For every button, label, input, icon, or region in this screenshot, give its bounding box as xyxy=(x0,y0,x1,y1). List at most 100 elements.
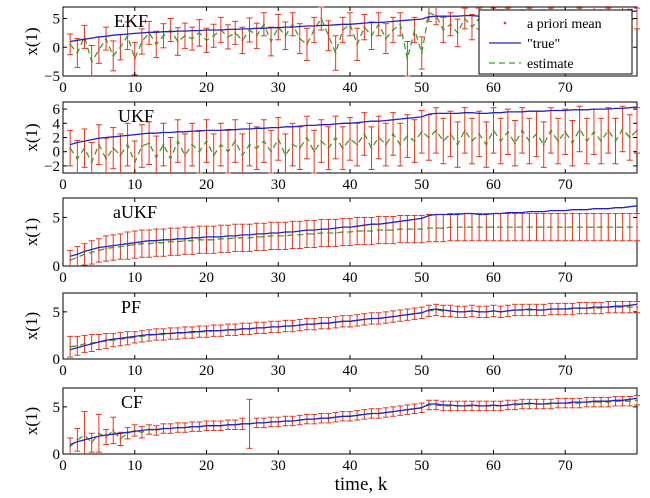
a-priori-mean-point xyxy=(241,39,244,42)
x-tick-label: 20 xyxy=(199,458,214,474)
panel-title: PF xyxy=(121,297,141,317)
y-tick-label: 2 xyxy=(53,131,61,147)
x-tick-label: 30 xyxy=(271,80,286,96)
x-tick-label: 30 xyxy=(271,177,286,193)
a-priori-mean-point xyxy=(449,133,452,135)
a-priori-mean-point xyxy=(356,143,359,146)
x-tick-label: 20 xyxy=(199,363,214,379)
x-tick-label: 10 xyxy=(127,458,142,474)
x-tick-label: 0 xyxy=(59,270,67,286)
a-priori-mean-point xyxy=(284,234,287,237)
a-priori-mean-point xyxy=(564,226,567,229)
y-tick-label: −2 xyxy=(44,159,60,175)
a-priori-mean-point xyxy=(384,143,387,146)
x-tick-label: 60 xyxy=(486,458,501,474)
a-priori-mean-point xyxy=(105,436,107,438)
a-priori-mean-point xyxy=(514,226,516,229)
a-priori-mean-point xyxy=(76,344,79,347)
x-tick-label: 20 xyxy=(199,80,214,96)
a-priori-mean-point xyxy=(284,154,287,157)
a-priori-mean-point xyxy=(435,227,437,230)
a-priori-mean-point xyxy=(205,238,208,241)
y-tick-label: 0 xyxy=(53,447,61,463)
x-tick-label: 0 xyxy=(59,80,67,96)
y-tick-label: 5 xyxy=(53,400,61,416)
a-priori-mean-point xyxy=(298,147,301,150)
legend-label: estimate xyxy=(527,57,574,72)
y-axis-label: x(1) xyxy=(22,123,41,151)
a-priori-mean-point xyxy=(119,154,122,157)
y-axis-label: x(1) xyxy=(22,312,41,340)
y-tick-label: −5 xyxy=(44,69,60,85)
x-tick-label: 0 xyxy=(59,363,67,379)
x-tick-label: 50 xyxy=(414,80,429,96)
a-priori-mean-point xyxy=(133,57,136,60)
a-priori-mean-point xyxy=(313,150,316,153)
a-priori-mean-point xyxy=(593,226,595,229)
estimate-line xyxy=(69,226,637,261)
true-line xyxy=(70,303,638,351)
true-line xyxy=(69,397,638,446)
x-tick-label: 40 xyxy=(343,177,358,193)
true-line xyxy=(70,106,638,146)
x-tick-label: 70 xyxy=(558,458,573,474)
a-priori-mean-point xyxy=(334,232,337,234)
x-tick-label: 60 xyxy=(486,270,501,286)
a-priori-mean-point xyxy=(327,34,330,37)
a-priori-mean-point xyxy=(83,434,86,437)
y-tick-label: 4 xyxy=(53,116,61,132)
a-priori-mean-point xyxy=(90,441,93,444)
x-tick-label: 10 xyxy=(127,177,142,193)
x-tick-label: 40 xyxy=(343,363,358,379)
a-priori-mean-point xyxy=(176,40,179,43)
a-priori-mean-point xyxy=(384,229,387,231)
x-tick-label: 40 xyxy=(343,270,358,286)
x-tick-label: 60 xyxy=(486,80,501,96)
x-tick-label: 10 xyxy=(127,270,142,286)
y-tick-label: 0 xyxy=(53,145,61,161)
x-tick-label: 10 xyxy=(127,80,142,96)
x-tick-label: 10 xyxy=(127,363,142,379)
x-tick-label: 50 xyxy=(414,458,429,474)
x-tick-label: 0 xyxy=(59,458,67,474)
x-tick-label: 30 xyxy=(271,270,286,286)
panel-cf: 0 10 20 30 40 50 60 70 0 5 x(1) CF xyxy=(22,387,640,474)
a-priori-mean-point xyxy=(313,233,316,235)
a-priori-mean-point xyxy=(83,36,86,38)
legend: a priori mean "true" estimate xyxy=(478,9,633,75)
a-priori-mean-point xyxy=(578,128,581,130)
x-tick-label: 70 xyxy=(558,363,573,379)
x-tick-label: 40 xyxy=(343,458,358,474)
legend-label: a priori mean xyxy=(527,17,602,32)
a-priori-mean-point xyxy=(349,138,351,140)
y-tick-label: 0 xyxy=(53,352,61,368)
a-priori-mean-point xyxy=(112,429,115,432)
a-priori-mean-point xyxy=(564,130,567,133)
a-priori-mean-point xyxy=(514,142,516,145)
y-axis-label: x(1) xyxy=(22,27,41,55)
a-priori-mean-point xyxy=(133,243,136,246)
a-priori-mean-point xyxy=(363,230,366,232)
x-tick-label: 50 xyxy=(414,270,429,286)
x-tick-label: 30 xyxy=(271,363,286,379)
a-priori-mean-point xyxy=(184,239,186,242)
x-tick-label: 50 xyxy=(414,177,429,193)
a-priori-mean-point xyxy=(148,142,151,145)
panel-aukf: 0 10 20 30 40 50 60 70 0 5 x(1) aUKF xyxy=(22,197,640,286)
legend-label: "true" xyxy=(527,37,560,52)
y-tick-label: 5 xyxy=(53,305,61,321)
x-tick-label: 40 xyxy=(343,80,358,96)
a-priori-mean-point xyxy=(184,154,186,157)
y-axis-label: x(1) xyxy=(22,218,41,246)
panel-pf: 0 10 20 30 40 50 60 70 0 5 x(1) PF xyxy=(22,292,640,379)
true-line xyxy=(70,205,638,257)
a-priori-mean-point xyxy=(162,143,165,146)
panel-title: EKF xyxy=(114,11,148,31)
a-priori-mean-point xyxy=(542,143,545,146)
y-tick-label: 5 xyxy=(53,12,61,28)
estimate-line xyxy=(69,11,638,64)
y-tick-label: 6 xyxy=(53,102,61,118)
estimate-line xyxy=(69,127,638,164)
